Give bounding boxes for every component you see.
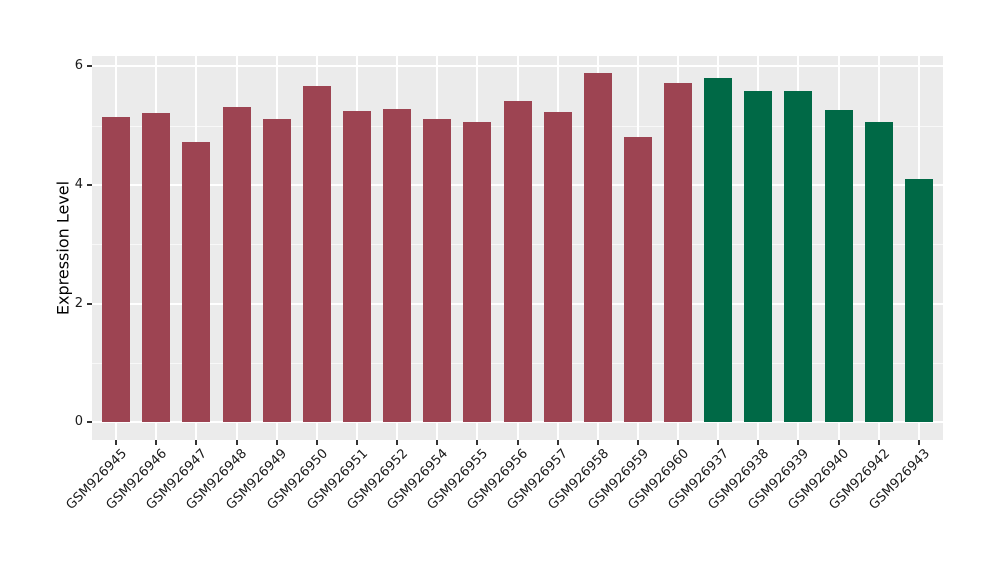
x-tick-mark <box>235 440 238 445</box>
bar <box>262 118 291 423</box>
x-tick-mark <box>476 440 479 445</box>
x-tick-mark <box>837 440 840 445</box>
x-tick-mark <box>115 440 118 445</box>
x-tick-mark <box>396 440 399 445</box>
bar <box>182 141 211 423</box>
bar <box>864 121 893 423</box>
bar <box>423 118 452 423</box>
major-gridline <box>92 65 943 68</box>
x-tick-mark <box>877 440 880 445</box>
bar <box>543 112 572 423</box>
bar <box>664 82 693 423</box>
bar <box>704 78 733 423</box>
x-tick-mark <box>315 440 318 445</box>
bar <box>623 136 652 423</box>
bar <box>142 113 171 423</box>
y-tick-mark <box>87 65 92 68</box>
y-axis-title: Expression Level <box>53 180 73 316</box>
bar <box>222 107 251 423</box>
bar <box>784 90 813 423</box>
bar <box>583 73 612 423</box>
bar <box>824 109 853 423</box>
x-tick-mark <box>516 440 519 445</box>
x-tick-mark <box>757 440 760 445</box>
y-tick-label: 2 <box>74 295 83 311</box>
x-tick-mark <box>717 440 720 445</box>
y-tick-mark <box>87 183 92 186</box>
x-tick-mark <box>797 440 800 445</box>
x-tick-mark <box>917 440 920 445</box>
y-tick-mark <box>87 302 92 305</box>
bar <box>463 121 492 423</box>
x-tick-mark <box>195 440 198 445</box>
bar <box>102 116 131 423</box>
x-tick-mark <box>275 440 278 445</box>
y-tick-label: 6 <box>74 58 83 74</box>
bar <box>744 90 773 423</box>
x-tick-mark <box>556 440 559 445</box>
bar <box>342 111 371 423</box>
x-tick-mark <box>677 440 680 445</box>
plot-panel <box>92 56 943 440</box>
x-tick-mark <box>436 440 439 445</box>
x-tick-mark <box>355 440 358 445</box>
y-tick-label: 4 <box>74 176 83 192</box>
bar <box>503 101 532 423</box>
x-tick-mark <box>155 440 158 445</box>
bar <box>383 109 412 423</box>
x-tick-mark <box>636 440 639 445</box>
y-tick-label: 0 <box>74 414 83 430</box>
y-tick-mark <box>87 421 92 424</box>
x-tick-mark <box>596 440 599 445</box>
bar <box>302 85 331 423</box>
bar <box>904 179 933 423</box>
